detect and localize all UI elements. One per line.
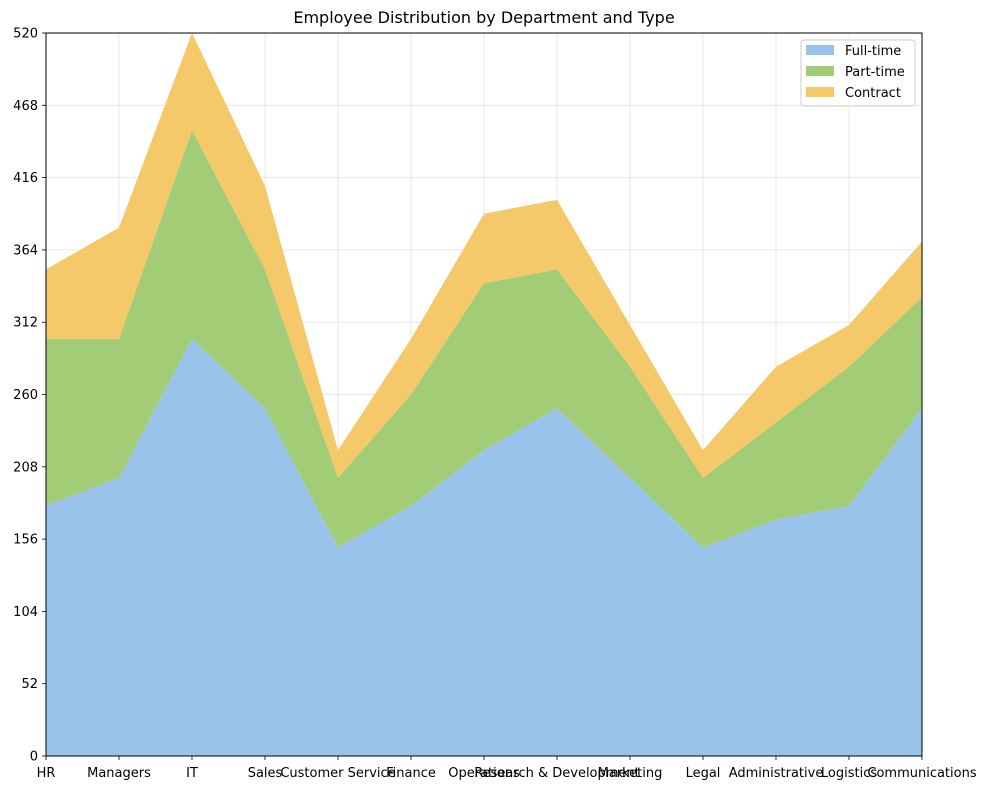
area-contract (46, 33, 922, 478)
legend: Full-time Part-time Contract (800, 39, 916, 107)
y-tick-label: 260 (13, 388, 38, 403)
y-tick-label: 520 (13, 27, 38, 42)
x-tick-label: Legal (686, 766, 721, 781)
x-tick-label: Communications (867, 766, 976, 781)
y-tick-label: 52 (21, 677, 38, 692)
legend-swatch (806, 87, 834, 97)
x-tick-label: Managers (87, 766, 151, 781)
y-tick-label: 416 (13, 171, 38, 186)
x-tick-label: Finance (386, 766, 436, 781)
x-tick-label: Logistics (821, 766, 877, 781)
y-tick-label: 364 (13, 243, 38, 258)
area-full-time (46, 338, 922, 756)
y-tick-label: 0 (30, 750, 38, 765)
y-tick-label: 208 (13, 460, 38, 475)
y-tick-label: 468 (13, 99, 38, 114)
y-tick-label: 156 (13, 533, 38, 548)
y-tick-label: 104 (13, 605, 38, 620)
x-tick-label: Customer Service (280, 766, 395, 781)
legend-label: Full-time (845, 44, 901, 59)
area-part-time (46, 130, 922, 548)
x-tick-label: HR (37, 766, 56, 781)
legend-swatch (806, 45, 834, 55)
legend-label: Part-time (845, 65, 905, 80)
x-tick-label: Administrative (729, 766, 824, 781)
x-tick-label: Marketing (598, 766, 663, 781)
y-tick-label: 312 (13, 316, 38, 331)
x-tick-label: Research & Development (474, 766, 640, 781)
area-series-group (46, 33, 922, 756)
y-axis: 0 52 104 156 208 260 312 364 416 468 520 (13, 27, 46, 765)
x-tick-label: Sales (248, 766, 283, 781)
legend-label: Contract (845, 86, 901, 101)
x-tick-label: IT (186, 766, 198, 781)
chart-title: Employee Distribution by Department and … (293, 8, 674, 27)
x-tick-label: Operations (448, 766, 520, 781)
legend-swatch (806, 66, 834, 76)
